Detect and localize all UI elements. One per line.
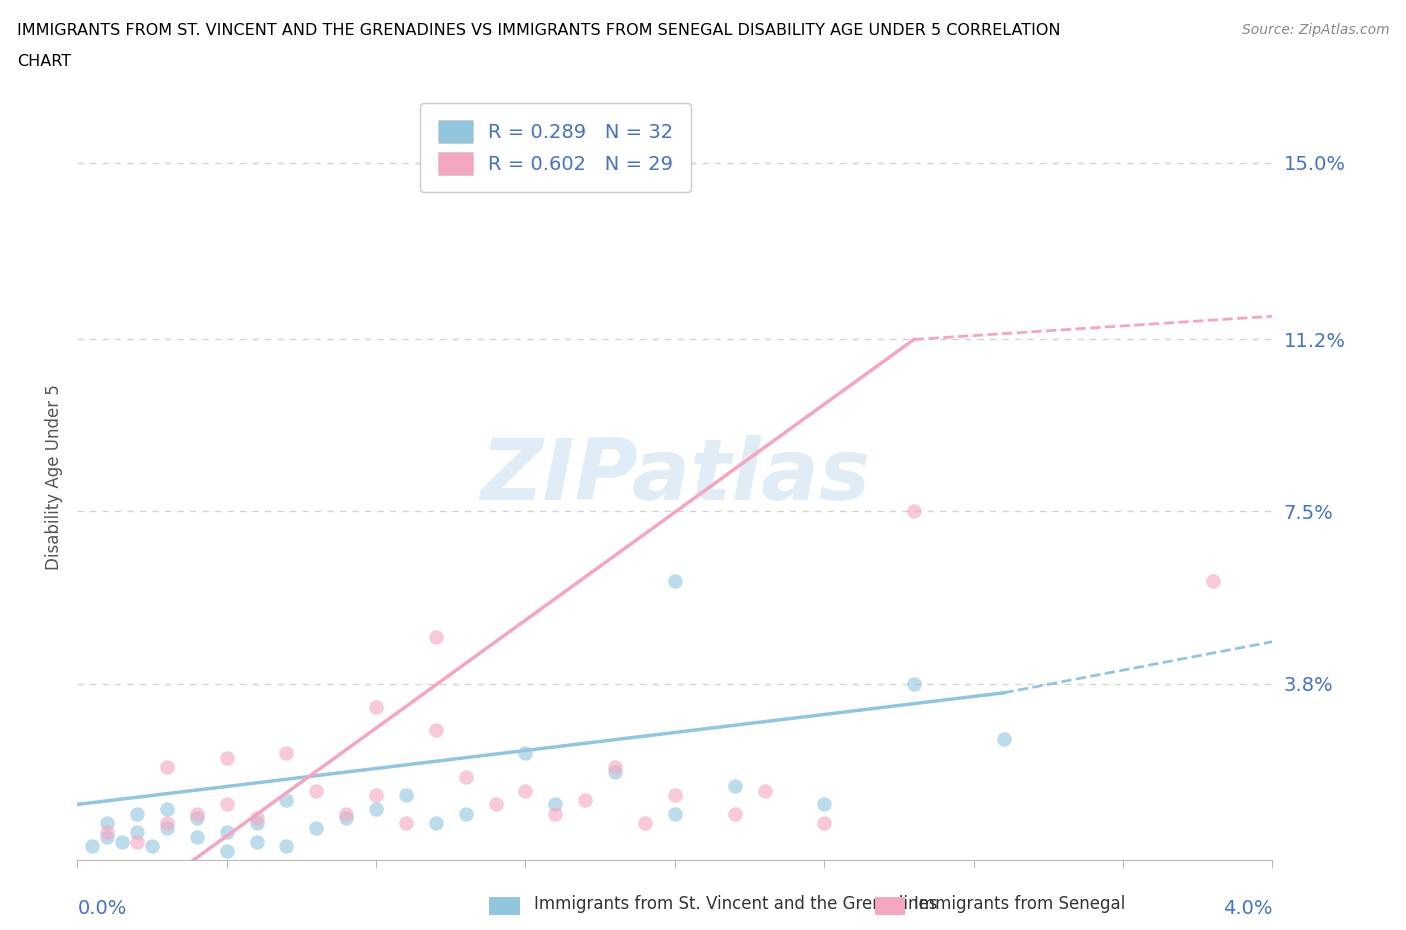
Point — [305, 783, 328, 798]
Point — [395, 816, 418, 830]
Point — [186, 811, 208, 826]
Point — [276, 839, 298, 854]
Point — [724, 778, 747, 793]
Point — [111, 834, 134, 849]
Point — [395, 788, 418, 803]
Point — [215, 797, 238, 812]
Point — [903, 504, 925, 519]
Point — [634, 816, 657, 830]
Point — [813, 816, 835, 830]
Point — [156, 802, 179, 817]
Text: IMMIGRANTS FROM ST. VINCENT AND THE GRENADINES VS IMMIGRANTS FROM SENEGAL DISABI: IMMIGRANTS FROM ST. VINCENT AND THE GREN… — [17, 23, 1060, 38]
Text: CHART: CHART — [17, 54, 70, 69]
Text: Immigrants from St. Vincent and the Grenadines: Immigrants from St. Vincent and the Gren… — [534, 895, 938, 913]
Point — [605, 760, 627, 775]
Point — [574, 792, 596, 807]
Point — [664, 806, 686, 821]
Point — [127, 806, 149, 821]
Point — [335, 811, 357, 826]
Point — [276, 746, 298, 761]
Text: 4.0%: 4.0% — [1223, 899, 1272, 918]
Point — [544, 806, 567, 821]
Point — [813, 797, 835, 812]
Y-axis label: Disability Age Under 5: Disability Age Under 5 — [45, 384, 63, 569]
Point — [276, 792, 298, 807]
Point — [454, 769, 477, 784]
Point — [903, 676, 925, 691]
Point — [724, 806, 747, 821]
Point — [454, 806, 477, 821]
Point — [515, 783, 537, 798]
Point — [246, 834, 269, 849]
Point — [186, 830, 208, 844]
Point — [156, 760, 179, 775]
Point — [605, 764, 627, 779]
Point — [96, 816, 118, 830]
Point — [664, 788, 686, 803]
Point — [366, 788, 388, 803]
Point — [96, 825, 118, 840]
Point — [1201, 574, 1223, 589]
Point — [335, 806, 357, 821]
Point — [993, 732, 1015, 747]
Point — [141, 839, 163, 854]
Point — [215, 825, 238, 840]
Point — [305, 820, 328, 835]
Text: Source: ZipAtlas.com: Source: ZipAtlas.com — [1241, 23, 1389, 37]
Point — [425, 816, 447, 830]
Point — [127, 825, 149, 840]
Text: Immigrants from Senegal: Immigrants from Senegal — [914, 895, 1125, 913]
Point — [156, 816, 179, 830]
Point — [246, 816, 269, 830]
Point — [96, 830, 118, 844]
Point — [544, 797, 567, 812]
Point — [246, 811, 269, 826]
Point — [754, 783, 776, 798]
Point — [186, 806, 208, 821]
Point — [156, 820, 179, 835]
Point — [664, 574, 686, 589]
Point — [215, 751, 238, 765]
Point — [366, 802, 388, 817]
Text: ZIPatlas: ZIPatlas — [479, 435, 870, 518]
Point — [82, 839, 104, 854]
Point — [425, 630, 447, 644]
Legend: R = 0.289   N = 32, R = 0.602   N = 29: R = 0.289 N = 32, R = 0.602 N = 29 — [420, 102, 690, 193]
Point — [425, 723, 447, 737]
Point — [515, 746, 537, 761]
Point — [215, 844, 238, 858]
Point — [366, 699, 388, 714]
Point — [127, 834, 149, 849]
Text: 0.0%: 0.0% — [77, 899, 127, 918]
Point — [485, 797, 508, 812]
